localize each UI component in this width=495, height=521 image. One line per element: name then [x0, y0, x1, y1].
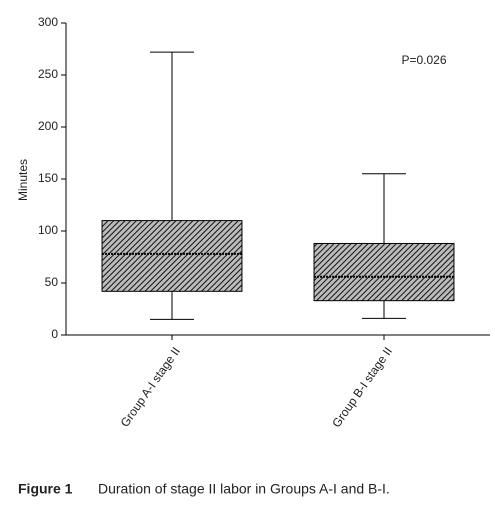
y-tick-label: 150 [38, 171, 58, 185]
x-tick-label: Group B-I stage II [329, 345, 395, 431]
annotation: P=0.026 [401, 53, 446, 67]
y-tick-label: 300 [38, 15, 58, 29]
caption-label: Figure 1 [18, 481, 73, 497]
box [313, 242, 455, 302]
y-tick-label: 100 [38, 223, 58, 237]
y-tick-label: 250 [38, 67, 58, 81]
y-tick-label: 200 [38, 119, 58, 133]
y-axis-label: Minutes [16, 159, 30, 201]
y-tick-label: 0 [51, 327, 58, 341]
box [101, 220, 243, 292]
caption-text: Duration of stage II labor in Groups A-I… [98, 481, 390, 497]
y-tick-label: 50 [45, 275, 59, 289]
x-tick-label: Group A-I stage II [118, 345, 183, 430]
